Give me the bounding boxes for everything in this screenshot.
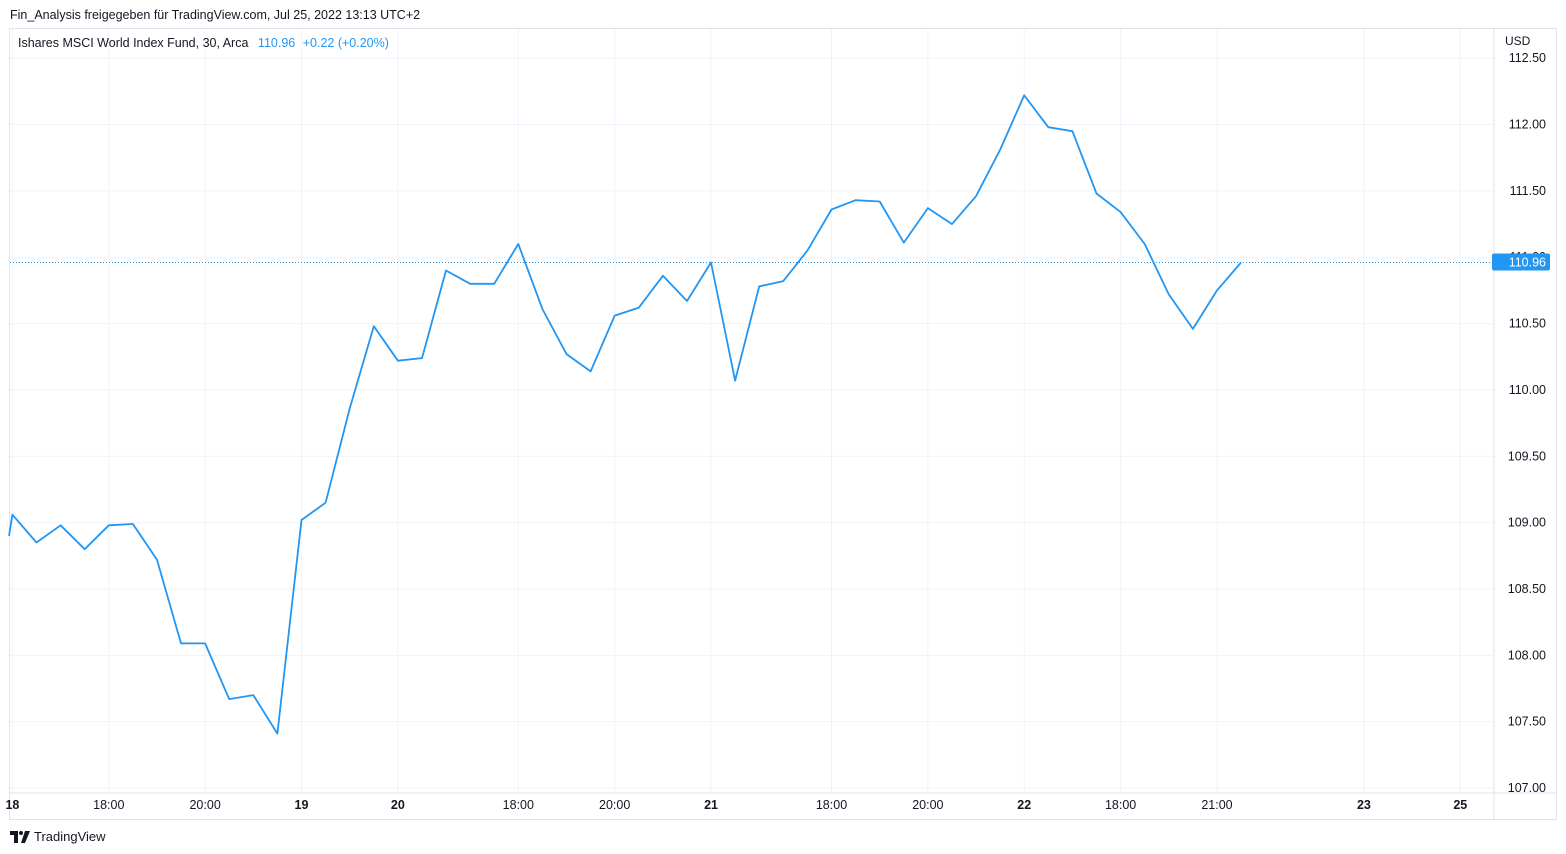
x-tick-label: 22	[1017, 798, 1031, 812]
footer[interactable]: TradingView	[10, 829, 106, 844]
last-price-tag	[1492, 253, 1550, 271]
x-tick-label: 21	[704, 798, 718, 812]
grid-layer	[10, 29, 1494, 792]
y-tick-label: 109.50	[1508, 449, 1546, 463]
y-tick-label: 112.50	[1509, 51, 1546, 65]
currency-label: USD	[1505, 34, 1531, 48]
y-tick-label: 109.00	[1508, 516, 1546, 530]
x-tick-label: 18	[5, 798, 19, 812]
line-layer	[8, 94, 1494, 735]
axis-layer: 112.50112.00111.50111.00110.50110.00109.…	[5, 29, 1556, 819]
y-tick-label: 108.00	[1508, 648, 1546, 662]
last-price-tag-label: 110.96	[1509, 256, 1546, 270]
y-tick-label: 110.00	[1509, 383, 1546, 397]
footer-brand: TradingView	[34, 829, 106, 844]
x-tick-label: 20	[391, 798, 405, 812]
x-tick-label: 19	[295, 798, 309, 812]
y-tick-label: 110.50	[1509, 317, 1546, 331]
tradingview-logo-icon	[10, 830, 30, 843]
x-tick-label: 23	[1357, 798, 1371, 812]
x-tick-label: 21:00	[1201, 798, 1232, 812]
x-tick-label: 18:00	[1105, 798, 1136, 812]
share-header: Fin_Analysis freigegeben für TradingView…	[10, 8, 421, 22]
x-tick-label: 25	[1453, 798, 1467, 812]
chart-legend: Ishares MSCI World Index Fund, 30, Arca …	[18, 36, 389, 50]
x-tick-label: 20:00	[189, 798, 220, 812]
x-tick-label: 18:00	[503, 798, 534, 812]
y-tick-label: 112.00	[1509, 118, 1546, 132]
legend-symbol: Ishares MSCI World Index Fund, 30, Arca	[18, 36, 249, 50]
x-tick-label: 20:00	[599, 798, 630, 812]
legend-last-price: 110.96	[257, 36, 296, 50]
x-tick-label: 18:00	[93, 798, 124, 812]
y-tick-label: 111.50	[1510, 184, 1546, 198]
y-tick-label: 107.00	[1508, 781, 1546, 795]
price-series-line	[8, 94, 1242, 735]
chart-frame	[9, 28, 1557, 820]
y-tick-label: 107.50	[1508, 715, 1546, 729]
x-tick-label: 20:00	[912, 798, 943, 812]
x-tick-label: 18:00	[816, 798, 847, 812]
legend-change: +0.22 (+0.20%)	[302, 36, 389, 50]
y-tick-label: 108.50	[1508, 582, 1546, 596]
